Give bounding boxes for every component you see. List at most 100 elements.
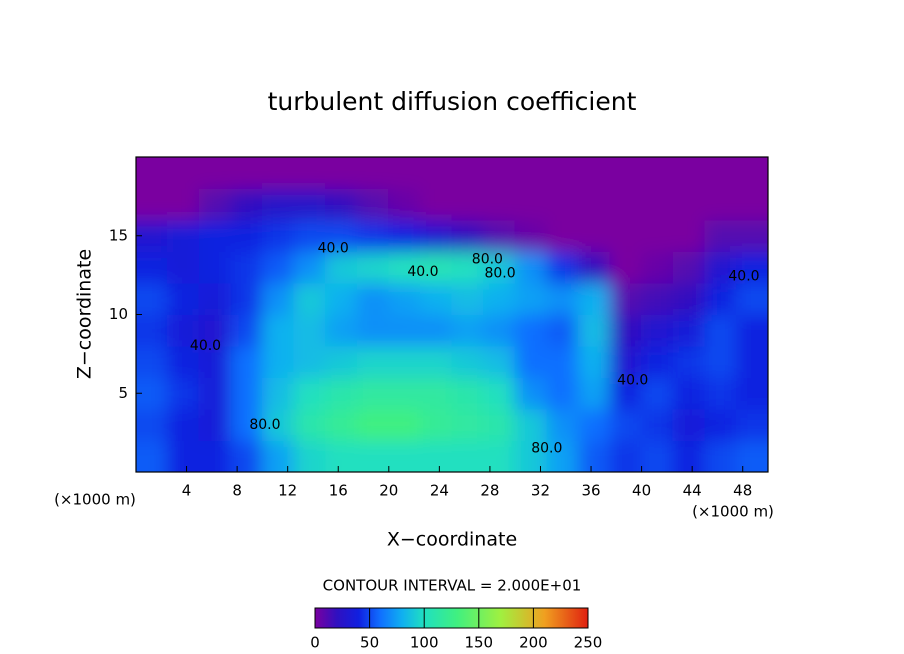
field-cell <box>419 219 453 252</box>
contour-label: 80.0 <box>484 266 515 282</box>
field-cell <box>325 314 358 347</box>
field-cell <box>419 157 453 189</box>
field-cell <box>419 408 453 441</box>
field-cell <box>609 314 643 347</box>
contour-label: 40.0 <box>728 269 759 285</box>
field-cell <box>451 440 485 472</box>
chart-title: turbulent diffusion coefficient <box>268 87 637 116</box>
y-tick-label: 10 <box>109 305 128 323</box>
field-cell <box>641 345 674 378</box>
x-tick-label: 36 <box>581 482 600 500</box>
field-cell <box>672 440 706 472</box>
field-cell <box>577 345 611 378</box>
field-cell <box>577 440 611 472</box>
field-cell <box>609 157 643 189</box>
field-cell <box>198 157 232 189</box>
field-cell <box>293 188 327 221</box>
field-cell <box>388 408 421 441</box>
colorbar-tick-label: 0 <box>310 634 320 652</box>
field-cell <box>735 219 768 252</box>
field-cell <box>735 188 768 221</box>
contour-label: 40.0 <box>190 338 221 354</box>
field-cell <box>641 188 674 221</box>
field-cell <box>230 219 263 252</box>
field-cell <box>167 219 200 252</box>
field-cell <box>483 219 516 252</box>
field-cell <box>388 282 421 315</box>
field-cell <box>230 377 263 410</box>
colorbar-tick-label: 100 <box>410 634 439 652</box>
field-cell <box>136 188 169 221</box>
field-cell <box>388 188 421 221</box>
field-cell <box>577 188 611 221</box>
field-cell <box>641 251 674 284</box>
field-cell <box>293 157 327 189</box>
contour-label: 40.0 <box>407 264 438 280</box>
field-cell <box>546 440 579 472</box>
field-cell <box>198 408 232 441</box>
field-cell <box>704 408 737 441</box>
field-cell <box>356 440 390 472</box>
field-cell <box>325 440 358 472</box>
contour-label: 80.0 <box>472 251 503 267</box>
field-cell <box>261 251 295 284</box>
field-cell <box>704 345 737 378</box>
field-cell <box>641 440 674 472</box>
field-cell <box>325 219 358 252</box>
field-cell <box>704 377 737 410</box>
field-cell <box>419 282 453 315</box>
field-cell <box>451 345 485 378</box>
field-cell <box>230 440 263 472</box>
x-tick-label: 24 <box>430 482 449 500</box>
field-cell <box>325 188 358 221</box>
field-cell <box>672 345 706 378</box>
x-tick-label: 4 <box>182 482 192 500</box>
field-cell <box>672 282 706 315</box>
field-cell <box>514 314 548 347</box>
field-cell <box>167 440 200 472</box>
colorbar-tick-label: 200 <box>519 634 548 652</box>
field-cell <box>704 440 737 472</box>
y-tick-label: 5 <box>118 384 128 402</box>
field-cell <box>356 188 390 221</box>
field-cell <box>388 251 421 284</box>
field-cell <box>419 251 453 284</box>
field-cell <box>609 251 643 284</box>
field-cell <box>325 251 358 284</box>
field-cell <box>388 377 421 410</box>
colorbar-tick-label: 50 <box>360 634 379 652</box>
field-cell <box>419 188 453 221</box>
field-cell <box>198 440 232 472</box>
field-cell <box>514 157 548 189</box>
field-cell <box>609 377 643 410</box>
x-axis-label: X−coordinate <box>387 529 517 551</box>
field-cell <box>451 188 485 221</box>
field-cell <box>451 408 485 441</box>
field-cell <box>735 408 768 441</box>
field-cell <box>230 314 263 347</box>
contour-labels: 40.080.040.0 80.040.080.080.040.040.0 <box>190 240 760 456</box>
field-cell <box>293 219 327 252</box>
field-cell <box>483 440 516 472</box>
field-cell <box>356 251 390 284</box>
field-cell <box>325 157 358 189</box>
field-cell <box>230 188 263 221</box>
field-cell <box>577 251 611 284</box>
field-cell <box>293 314 327 347</box>
field-cell <box>704 251 737 284</box>
contour-label: 80.0 <box>531 440 562 456</box>
field-cell <box>167 345 200 378</box>
colorbar <box>314 607 589 629</box>
field-cell <box>388 157 421 189</box>
field-cell <box>293 282 327 315</box>
field-cell <box>577 314 611 347</box>
field-cell <box>356 408 390 441</box>
x-tick-label: 32 <box>531 482 550 500</box>
field-cell <box>546 157 579 189</box>
field-cell <box>641 219 674 252</box>
field-cell <box>167 157 200 189</box>
field-cell <box>672 219 706 252</box>
field-cell <box>198 377 232 410</box>
colorbar-tick-label: 250 <box>574 634 603 652</box>
field-cell <box>419 314 453 347</box>
